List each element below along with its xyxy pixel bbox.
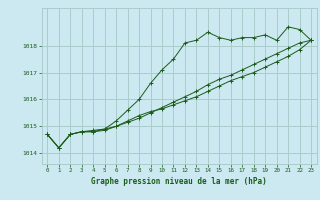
X-axis label: Graphe pression niveau de la mer (hPa): Graphe pression niveau de la mer (hPa) (91, 177, 267, 186)
